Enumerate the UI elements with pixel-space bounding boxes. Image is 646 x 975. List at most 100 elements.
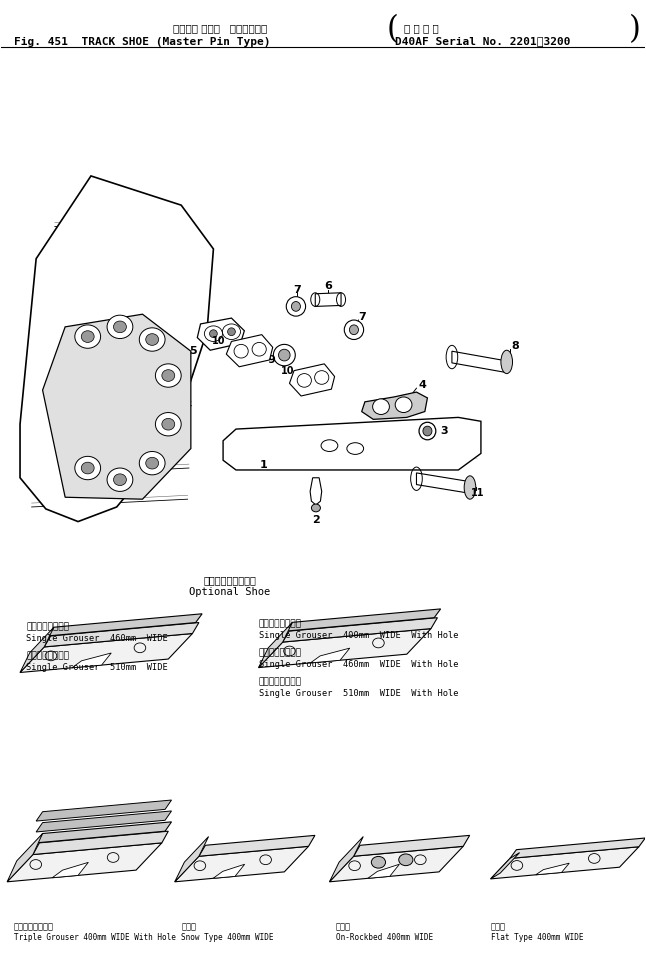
Text: Single Grouser  460mm  WIDE  With Hole: Single Grouser 460mm WIDE With Hole [258,660,458,669]
Ellipse shape [464,476,475,499]
Text: 10: 10 [281,366,295,375]
Text: 9: 9 [267,355,275,365]
Polygon shape [33,831,169,854]
Polygon shape [7,834,43,881]
Polygon shape [226,334,273,367]
Ellipse shape [75,325,101,348]
Polygon shape [44,623,199,647]
Polygon shape [353,836,470,856]
Text: On-Rockbed 400mm WIDE: On-Rockbed 400mm WIDE [336,933,433,942]
Polygon shape [174,846,309,881]
Polygon shape [36,811,172,832]
Text: 7: 7 [293,285,301,294]
Polygon shape [43,314,191,499]
Text: 7: 7 [358,312,366,322]
Polygon shape [258,629,431,668]
Text: (: ( [386,15,398,46]
Ellipse shape [209,330,217,337]
Text: シングルグローサ: シングルグローサ [258,619,302,628]
Ellipse shape [156,412,181,436]
Polygon shape [289,364,335,396]
Ellipse shape [399,854,413,866]
Text: シングルグローサ: シングルグローサ [258,648,302,657]
Ellipse shape [395,397,412,412]
Text: Fig. 451  TRACK SHOE (Master Pin Type): Fig. 451 TRACK SHOE (Master Pin Type) [14,37,270,47]
Polygon shape [310,478,322,505]
Polygon shape [20,627,54,673]
Text: トリプルグローサ: トリプルグローサ [14,922,54,931]
Ellipse shape [146,333,159,345]
Ellipse shape [81,462,94,474]
Ellipse shape [286,296,306,316]
Text: Single Grouser  510mm  WIDE  With Hole: Single Grouser 510mm WIDE With Hole [258,689,458,698]
Polygon shape [362,392,428,419]
Ellipse shape [81,331,94,342]
Polygon shape [199,836,315,856]
Polygon shape [490,846,639,878]
Text: Single Grouser  400mm  WIDE  With Hole: Single Grouser 400mm WIDE With Hole [258,631,458,640]
Text: シングルグローサ: シングルグローサ [258,678,302,686]
Ellipse shape [349,325,359,334]
Polygon shape [213,864,245,878]
Ellipse shape [114,321,127,332]
Polygon shape [452,351,506,372]
Ellipse shape [162,370,174,381]
Ellipse shape [311,504,320,512]
Ellipse shape [291,301,300,311]
Ellipse shape [501,350,512,373]
Polygon shape [311,648,349,663]
Ellipse shape [107,315,133,338]
Text: Optional Shoe: Optional Shoe [189,587,270,597]
Text: 雪上用: 雪上用 [181,922,196,931]
Text: 平底用: 平底用 [490,922,506,931]
Polygon shape [283,618,437,643]
Polygon shape [223,417,481,470]
Text: Snow Type 400mm WIDE: Snow Type 400mm WIDE [181,933,274,942]
Polygon shape [510,838,645,858]
Text: シングルグローサ: シングルグローサ [26,651,70,660]
Text: 4: 4 [419,380,426,390]
Polygon shape [490,852,519,878]
Text: 適 用 号 機: 適 用 号 機 [404,23,439,33]
Text: 11: 11 [472,488,484,498]
Ellipse shape [146,457,159,469]
Ellipse shape [344,320,364,339]
Polygon shape [72,653,111,668]
Text: D40AF Serial No. 2201～3200: D40AF Serial No. 2201～3200 [395,37,570,47]
Text: Single Grouser  460mm  WIDE: Single Grouser 460mm WIDE [26,634,168,643]
Text: 1: 1 [260,460,267,470]
Text: 5: 5 [189,346,196,356]
Ellipse shape [140,328,165,351]
Text: トラック シュー   マスタピン型: トラック シュー マスタピン型 [172,23,267,33]
Ellipse shape [75,456,101,480]
Polygon shape [329,846,463,881]
Polygon shape [36,800,172,821]
Polygon shape [368,864,399,878]
Ellipse shape [114,474,127,486]
Text: ): ) [629,15,641,46]
Text: 3: 3 [441,426,448,436]
Ellipse shape [371,856,386,868]
Polygon shape [36,822,172,842]
Polygon shape [47,614,202,636]
Ellipse shape [227,328,235,335]
Polygon shape [315,292,341,306]
Text: Triple Grouser 400mm WIDE With Hole: Triple Grouser 400mm WIDE With Hole [14,933,176,942]
Ellipse shape [373,399,390,414]
Text: 2: 2 [312,515,320,525]
Text: Single Grouser  510mm  WIDE: Single Grouser 510mm WIDE [26,663,168,672]
Polygon shape [197,318,244,350]
Ellipse shape [107,468,133,491]
Polygon shape [174,837,209,881]
Text: Flat Type 400mm WIDE: Flat Type 400mm WIDE [490,933,583,942]
Text: 10: 10 [212,336,225,346]
Ellipse shape [273,344,295,366]
Text: シングルグローサ: シングルグローサ [26,622,70,631]
Polygon shape [20,634,193,673]
Polygon shape [536,863,569,875]
Polygon shape [258,622,293,668]
Text: 6: 6 [324,281,332,291]
Ellipse shape [162,418,174,430]
Ellipse shape [278,349,290,361]
Polygon shape [417,473,470,493]
